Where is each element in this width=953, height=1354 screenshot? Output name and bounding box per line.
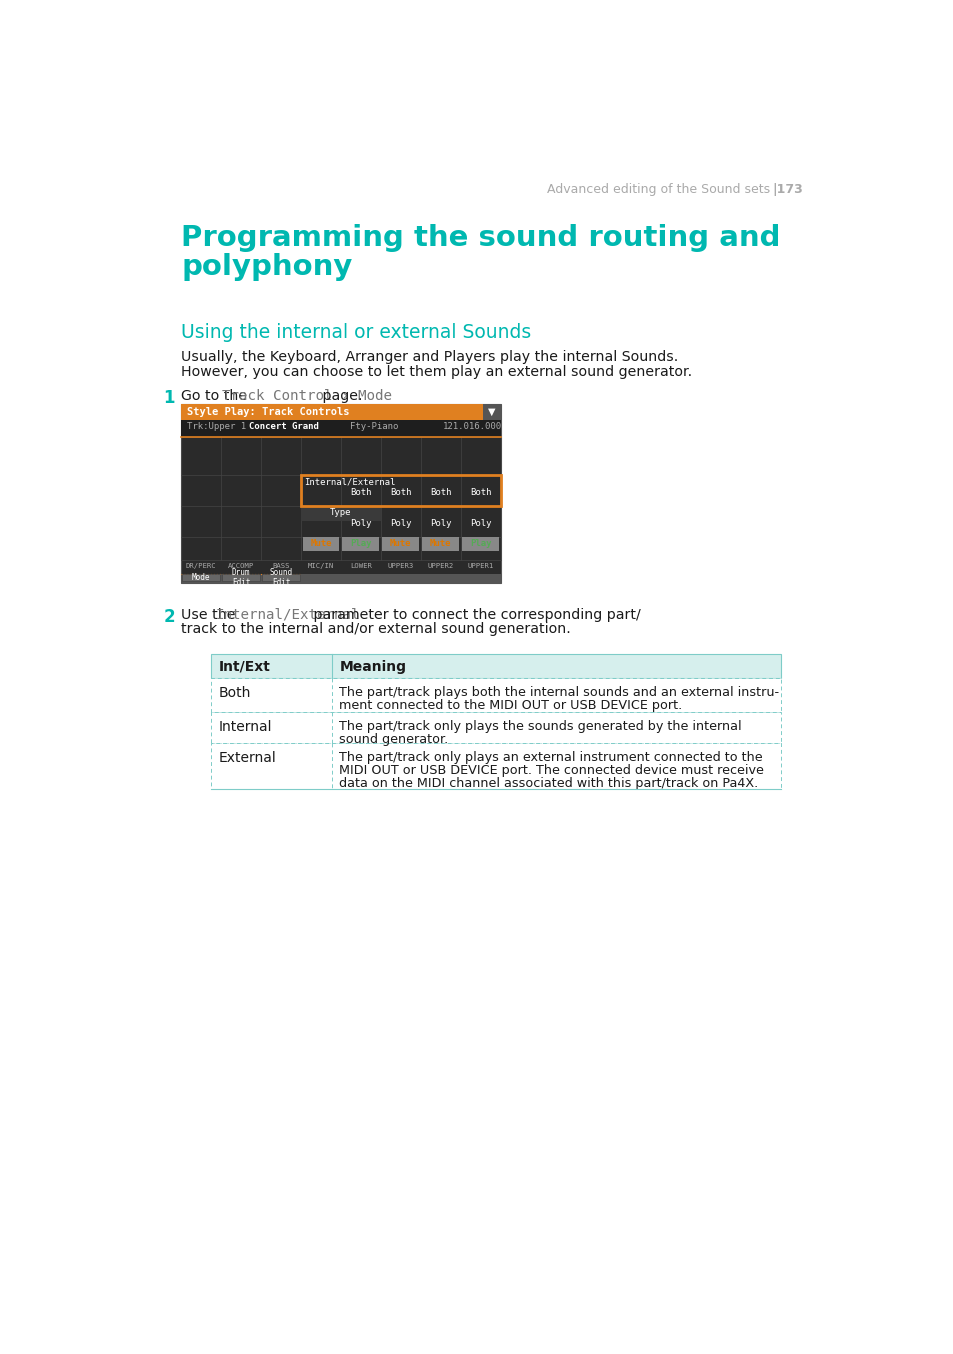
Text: Style Play: Track Controls: Style Play: Track Controls — [187, 406, 349, 417]
Text: data on the MIDI channel associated with this part/track on Pa4X.: data on the MIDI channel associated with… — [339, 777, 758, 789]
Text: UPPER3: UPPER3 — [387, 563, 414, 569]
Text: MIC/IN: MIC/IN — [308, 563, 334, 569]
Text: Programming the sound routing and: Programming the sound routing and — [181, 223, 780, 252]
Bar — [342, 536, 379, 551]
Text: UPPER1: UPPER1 — [467, 563, 494, 569]
Text: Type: Type — [330, 508, 352, 517]
Text: ment connected to the MIDI OUT or USB DEVICE port.: ment connected to the MIDI OUT or USB DE… — [339, 699, 682, 712]
Text: Trk:Upper 1: Trk:Upper 1 — [187, 422, 246, 431]
Text: The part/track plays both the internal sounds and an external instru-: The part/track plays both the internal s… — [339, 686, 779, 699]
Text: Sound
Edit: Sound Edit — [269, 567, 293, 588]
Text: ▼: ▼ — [488, 406, 496, 417]
Text: Fty-Piano: Fty-Piano — [350, 422, 398, 431]
Text: Mute: Mute — [430, 539, 451, 548]
Text: The part/track only plays the sounds generated by the internal: The part/track only plays the sounds gen… — [339, 720, 741, 733]
Bar — [422, 536, 458, 551]
Text: Advanced editing of the Sound sets: Advanced editing of the Sound sets — [547, 183, 769, 196]
Text: DR/PERC: DR/PERC — [186, 563, 216, 569]
Text: Both: Both — [430, 487, 451, 497]
Text: Both: Both — [350, 487, 372, 497]
Text: Mute: Mute — [310, 539, 332, 548]
Bar — [261, 574, 300, 581]
Bar — [483, 405, 500, 420]
Bar — [211, 712, 781, 743]
Text: Poly: Poly — [469, 519, 491, 528]
Text: MIDI OUT or USB DEVICE port. The connected device must receive: MIDI OUT or USB DEVICE port. The connect… — [339, 764, 763, 777]
Text: Poly: Poly — [430, 519, 451, 528]
Text: Both: Both — [218, 686, 251, 700]
Text: Use the: Use the — [181, 608, 240, 621]
Text: Poly: Poly — [350, 519, 372, 528]
Bar — [222, 574, 260, 581]
Text: Using the internal or external Sounds: Using the internal or external Sounds — [181, 322, 531, 341]
Text: track to the internal and/or external sound generation.: track to the internal and/or external so… — [181, 623, 571, 636]
Bar — [461, 536, 498, 551]
Text: Play: Play — [469, 539, 491, 548]
Text: 2: 2 — [163, 608, 174, 626]
Bar — [211, 654, 781, 678]
Text: 1: 1 — [163, 389, 174, 406]
Text: parameter to connect the corresponding part/: parameter to connect the corresponding p… — [309, 608, 640, 621]
Bar — [181, 405, 500, 420]
Bar — [301, 506, 380, 521]
Text: 121.016.000: 121.016.000 — [443, 422, 502, 431]
Text: Internal/External: Internal/External — [304, 478, 395, 486]
Text: Internal: Internal — [218, 720, 272, 734]
Text: Poly: Poly — [390, 519, 411, 528]
Text: The part/track only plays an external instrument connected to the: The part/track only plays an external in… — [339, 750, 762, 764]
Text: Meaning: Meaning — [339, 659, 406, 674]
Text: Both: Both — [469, 487, 491, 497]
Text: Both: Both — [390, 487, 411, 497]
Text: Mode: Mode — [192, 573, 211, 582]
Text: Drum
Edit: Drum Edit — [232, 567, 250, 588]
Text: ACCOMP: ACCOMP — [228, 563, 254, 569]
Text: Track Control › Mode: Track Control › Mode — [221, 389, 391, 403]
Text: Mute: Mute — [390, 539, 411, 548]
Text: Go to the: Go to the — [181, 389, 252, 403]
Bar — [301, 475, 500, 506]
Bar — [302, 536, 339, 551]
Bar — [382, 536, 418, 551]
Text: LOWER: LOWER — [350, 563, 372, 569]
Text: Internal/External: Internal/External — [216, 608, 360, 621]
Text: Int/Ext: Int/Ext — [218, 659, 270, 674]
Text: polyphony: polyphony — [181, 253, 353, 282]
Text: External: External — [218, 750, 276, 765]
Text: Play: Play — [350, 539, 372, 548]
Text: UPPER2: UPPER2 — [427, 563, 454, 569]
Text: |173: |173 — [772, 183, 802, 196]
Text: page.: page. — [318, 389, 362, 403]
Text: Usually, the Keyboard, Arranger and Players play the internal Sounds.: Usually, the Keyboard, Arranger and Play… — [181, 351, 678, 364]
Bar — [182, 574, 220, 581]
Text: However, you can choose to let them play an external sound generator.: However, you can choose to let them play… — [181, 366, 692, 379]
Bar — [181, 574, 500, 584]
Bar — [181, 405, 500, 584]
Text: BASS: BASS — [272, 563, 290, 569]
Bar — [211, 678, 781, 712]
Text: sound generator.: sound generator. — [339, 733, 448, 746]
Bar — [211, 743, 781, 789]
Text: Concert Grand: Concert Grand — [249, 422, 319, 431]
Bar — [181, 420, 500, 436]
